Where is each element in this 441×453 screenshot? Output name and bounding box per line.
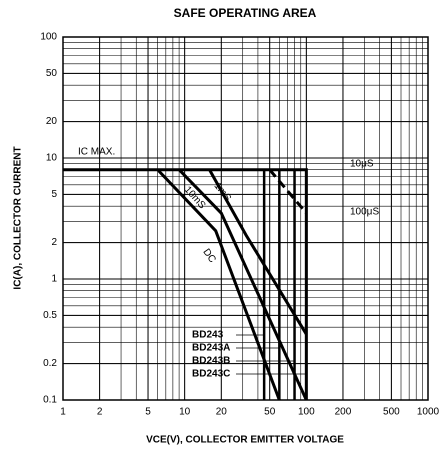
x-tick-label: 20 xyxy=(216,407,228,418)
x-tick-label: 2 xyxy=(97,407,103,418)
series-line xyxy=(156,168,281,401)
series-line xyxy=(178,168,308,401)
plot-frame xyxy=(62,36,429,401)
limit-label: BD243C xyxy=(192,369,230,380)
y-tick-label: 20 xyxy=(46,116,58,127)
y-axis-label: IC(A), COLLECTOR CURRENT xyxy=(13,146,24,289)
x-tick-label: 10 xyxy=(179,407,191,418)
series-line xyxy=(268,168,308,215)
series-label: IC MAX. xyxy=(78,147,115,158)
limit-label: BD243A xyxy=(192,343,230,354)
x-tick-label: 50 xyxy=(264,407,276,418)
y-tick-label: 0.2 xyxy=(43,358,57,369)
y-tick-label: 2 xyxy=(51,237,57,248)
y-tick-label: 0.1 xyxy=(43,395,57,406)
series-label: 100μS xyxy=(350,207,379,218)
x-axis-label: VCE(V), COLLECTOR EMITTER VOLTAGE xyxy=(146,435,344,446)
series-line xyxy=(269,168,308,400)
chart-title: SAFE OPERATING AREA xyxy=(174,6,317,20)
y-tick-label: 100 xyxy=(40,32,57,43)
y-tick-label: 5 xyxy=(51,189,57,200)
x-tick-label: 100 xyxy=(298,407,315,418)
series-line xyxy=(208,168,308,335)
series-label: DC xyxy=(200,247,217,265)
limit-label: BD243 xyxy=(192,330,224,341)
x-tick-label: 5 xyxy=(145,407,151,418)
limit-label: BD243B xyxy=(192,356,230,367)
x-tick-label: 500 xyxy=(383,407,400,418)
x-tick-label: 1000 xyxy=(417,407,440,418)
x-tick-label: 200 xyxy=(335,407,352,418)
y-tick-label: 0.5 xyxy=(43,310,57,321)
y-tick-label: 1 xyxy=(51,274,57,285)
series-label: 1mS xyxy=(212,181,234,204)
x-tick-label: 1 xyxy=(60,407,66,418)
y-tick-label: 10 xyxy=(46,153,58,164)
series-label: 10μS xyxy=(350,159,374,170)
y-tick-label: 50 xyxy=(46,68,58,79)
